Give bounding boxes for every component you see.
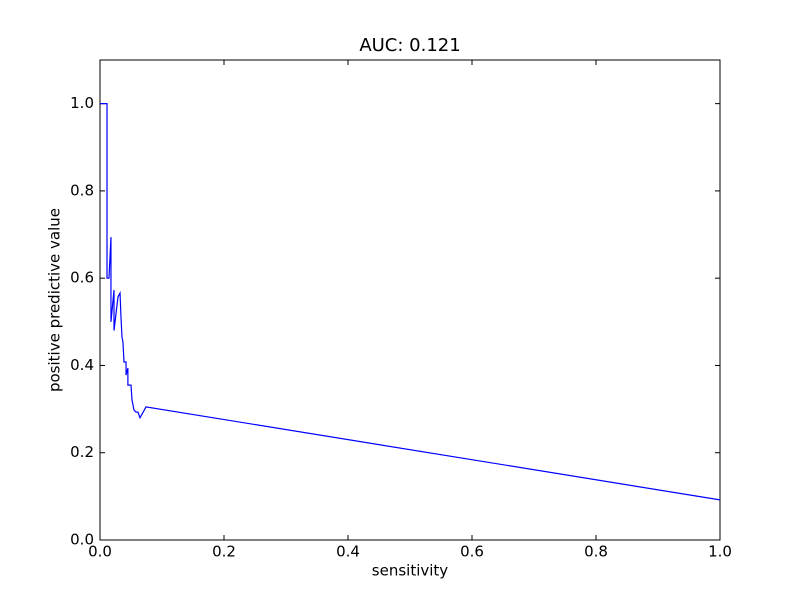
x-tick-label: 0.2 bbox=[212, 543, 236, 561]
x-tick-label: 0.8 bbox=[584, 543, 608, 561]
x-tick-label: 1.0 bbox=[708, 543, 732, 561]
x-tick-label: 0.6 bbox=[460, 543, 484, 561]
chart-title: AUC: 0.121 bbox=[359, 35, 460, 56]
y-axis-label: positive predictive value bbox=[46, 208, 64, 392]
y-tick-label: 0.0 bbox=[70, 531, 94, 549]
x-tick-label: 0.0 bbox=[88, 543, 112, 561]
y-tick-label: 1.0 bbox=[70, 94, 94, 112]
plot-frame bbox=[99, 59, 721, 541]
x-axis-label: sensitivity bbox=[372, 562, 449, 580]
y-tick-label: 0.4 bbox=[70, 356, 94, 374]
y-tick-label: 0.6 bbox=[70, 269, 94, 287]
y-tick-label: 0.8 bbox=[70, 181, 94, 199]
data-line bbox=[100, 103, 721, 501]
x-tick-label: 0.4 bbox=[336, 543, 360, 561]
y-tick-label: 0.2 bbox=[70, 443, 94, 461]
